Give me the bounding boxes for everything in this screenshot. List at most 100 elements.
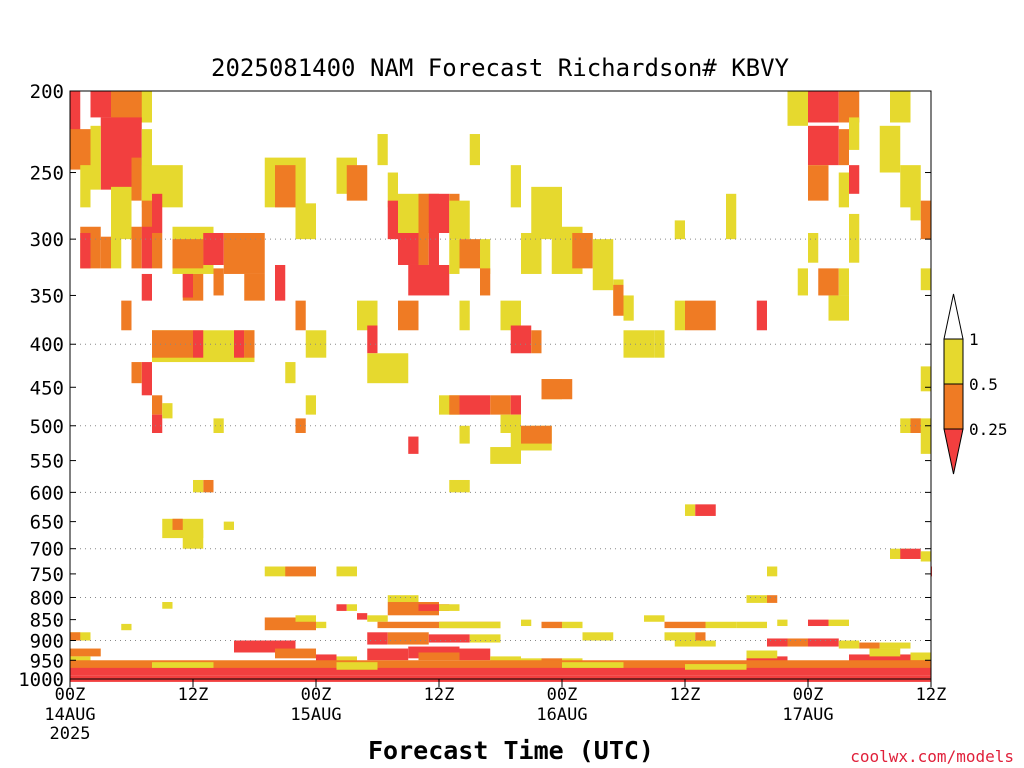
y-tick-label: 850 [30,610,64,632]
ri-cell [367,615,388,622]
ri-cell [70,656,91,665]
x-tick-label: 00Z [55,685,86,705]
ri-cell [900,548,921,559]
ri-cell [428,634,470,643]
ri-cell [418,232,429,265]
ri-cell [100,236,111,269]
y-tick-label: 750 [30,564,64,586]
ri-cell [838,268,849,296]
y-tick-label: 450 [30,377,64,399]
ri-cell [131,157,142,201]
x-axis-label: Forecast Time (UTC) [368,736,654,765]
ri-cell [572,232,593,269]
ri-cell [695,632,706,641]
ri-cell [70,91,81,150]
ri-cell [182,529,204,549]
ri-cell [736,621,767,629]
ri-cell [152,414,163,433]
ri-cell [357,613,368,620]
ri-cell [111,232,122,269]
ri-cell [654,330,665,358]
ri-cell [910,165,921,221]
ri-cell [685,504,696,516]
ri-cell [162,403,173,419]
colorbar-label: 0.5 [969,375,998,394]
ri-cell [920,366,931,392]
ri-cell [674,300,685,331]
ri-cell [223,521,234,530]
chart-title: 2025081400 NAM Forecast Richardson# KBVY [211,54,790,82]
ri-cell [674,220,685,240]
ri-cell [336,662,378,670]
ri-cell [244,273,265,301]
ri-cell [346,165,368,201]
ri-cell [705,300,716,331]
ri-cell [398,232,419,265]
ri-cell [623,330,655,358]
ri-cell [849,654,911,666]
ri-cell [162,602,173,609]
ri-cell [141,226,152,269]
ri-cell [685,300,706,331]
ri-cell [121,623,132,631]
ri-cell [469,634,501,643]
ri-cell [418,652,460,661]
ri-cell [890,91,911,123]
ri-cell [367,353,409,384]
ri-cell [244,330,255,358]
ri-cell [808,91,839,123]
ri-cell [859,642,880,649]
ri-cell [141,273,152,301]
cells-layer [70,91,932,682]
ri-cell [172,518,183,530]
ri-cell [705,621,737,629]
ri-cell [285,566,316,577]
y-tick-label: 350 [30,285,64,307]
ri-cell [664,621,706,629]
ri-cell [182,273,193,298]
ri-cell [480,268,491,296]
ri-cell [408,264,450,296]
ri-cell [213,418,224,433]
y-tick-label: 900 [30,631,64,653]
ri-cell [541,621,562,629]
ri-cell [767,638,788,647]
ri-cell [418,604,450,611]
ri-cell [172,239,204,269]
credit-text: coolwx.com/models [850,747,1014,766]
ri-cell [346,604,357,611]
x-tick-label: 00Z [547,685,578,705]
ri-cell [141,91,152,123]
ri-cell [582,632,614,641]
ri-cell [849,165,860,194]
ri-cell [562,621,583,629]
ri-cell [767,595,778,603]
ri-cell [808,232,819,263]
ri-cell [70,665,931,676]
ri-cell [869,648,901,657]
ri-cell [490,447,521,464]
ri-cell [70,632,81,641]
ri-cell [70,660,931,668]
ri-cell [141,200,152,240]
ri-cell [838,172,849,208]
y-tick-label: 550 [30,451,64,473]
ri-cell [510,165,521,208]
ri-cell [490,656,521,665]
ri-cell [295,615,316,622]
ri-cell [398,300,419,331]
ri-cell [808,619,829,627]
ri-cell [275,264,286,301]
ri-cell [141,129,152,190]
y-tick-label: 250 [30,163,64,185]
ri-cell [428,232,439,265]
colorbar: 1 0.5 0.25 [943,293,1008,475]
ri-cell [541,379,573,400]
x-tick-year: 2025 [50,724,91,744]
ri-cell [469,134,480,166]
y-tick-label: 950 [30,650,64,672]
ri-cell [367,648,409,661]
ri-cell [295,300,306,331]
ri-cell [275,648,316,659]
